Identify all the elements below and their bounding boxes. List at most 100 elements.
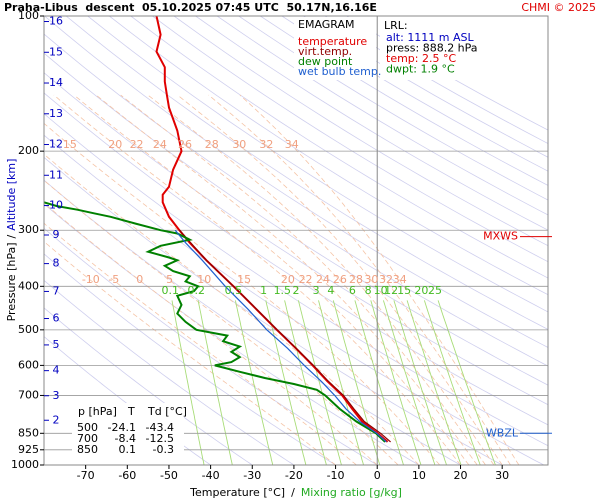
altitude-label: 8 — [53, 257, 60, 270]
legend-entry: virt.temp. — [298, 45, 352, 58]
moist-adiabat-label: 24 — [316, 273, 330, 286]
moist-adiabat-label: -5 — [108, 273, 119, 286]
mixing-ratio-label: 0.5 — [225, 284, 243, 297]
x-label: Temperature [°C] — [189, 486, 285, 499]
mixing-ratio-label: 6 — [349, 284, 356, 297]
x-tick-label: -60 — [118, 469, 136, 482]
y-tick-label: 300 — [18, 223, 39, 236]
moist-adiabat-label: 20 — [281, 273, 295, 286]
annotation-label: MXWS — [483, 230, 518, 243]
x-tick-label: 0 — [374, 469, 381, 482]
moist-adiabat-label: 28 — [205, 138, 219, 151]
annotation-label: WBZL — [486, 426, 519, 439]
dry-adiabat — [44, 72, 548, 406]
table-cell: 850 — [77, 443, 98, 456]
moist-adiabat — [44, 241, 336, 465]
dry-adiabat — [173, 16, 548, 247]
table-cell: -0.3 — [153, 443, 174, 456]
moist-adiabat-label: 15 — [63, 138, 77, 151]
x-tick-label: 20 — [454, 469, 468, 482]
station-line: press: 888.2 hPa — [386, 42, 478, 55]
x-axis-label: Temperature [°C] / Mixing ratio [g/kg] — [189, 486, 402, 499]
altitude-label: 4 — [53, 364, 60, 377]
mixing-ratio-label: 4 — [327, 284, 334, 297]
dry-adiabat — [44, 16, 548, 348]
chart-title: Praha-Libus descent 05.10.2025 07:45 UTC… — [4, 1, 377, 14]
credit: CHMI © 2025 — [521, 1, 596, 14]
y-tick-label: 400 — [18, 279, 39, 292]
dry-adiabat — [65, 16, 548, 330]
station-line: dwpt: 1.9 °C — [386, 63, 455, 76]
mixing-ratio-label: 1.5 — [274, 284, 292, 297]
mixing-ratio-line — [406, 300, 462, 465]
mixing-ratio-label: 0.1 — [162, 284, 180, 297]
altitude-label: 16 — [49, 15, 63, 28]
x2-label: Mixing ratio [g/kg] — [301, 486, 402, 499]
table-cell: 700 — [77, 432, 98, 445]
table-cell: 0.1 — [119, 443, 137, 456]
station-line: temp: 2.5 °C — [386, 52, 456, 65]
legend-entry: temperature — [298, 35, 367, 48]
x-tick-label: -30 — [243, 469, 261, 482]
dry-adiabat — [195, 16, 548, 231]
table-cell: -12.5 — [146, 432, 174, 445]
y-tick-label: 600 — [18, 358, 39, 371]
table-bg — [72, 403, 184, 458]
x-tick-label: 10 — [412, 469, 426, 482]
moist-adiabat-label: 15 — [237, 273, 251, 286]
altitude-label: 14 — [49, 76, 63, 89]
moist-adiabat-label: 32 — [259, 138, 273, 151]
legend-entry: wet bulb temp. — [298, 65, 381, 78]
y-tick-label: 500 — [18, 323, 39, 336]
moist-adiabat — [208, 94, 511, 465]
altitude-label: 11 — [49, 168, 63, 181]
station-line: alt: 1111 m ASL — [386, 31, 475, 44]
mixing-ratio-line — [332, 300, 381, 465]
station-title: LRL: — [384, 19, 408, 32]
dry-adiabat — [87, 16, 548, 313]
mixing-ratio-line — [197, 300, 233, 465]
mixing-ratio-line — [171, 300, 205, 465]
mixing-ratio-label: 12 — [384, 284, 398, 297]
moist-adiabat-label: -10 — [82, 273, 100, 286]
station-bg — [380, 17, 476, 80]
altitude-label: 5 — [53, 338, 60, 351]
y-tick-label: 700 — [18, 388, 39, 401]
moist-adiabat — [177, 94, 503, 465]
table-header: Td [°C] — [147, 405, 187, 418]
x-tick-label: -20 — [285, 469, 303, 482]
y-tick-label: 1000 — [11, 458, 39, 471]
table-cell: -8.4 — [115, 432, 136, 445]
mixing-ratio-label: 0.2 — [188, 284, 206, 297]
y2-label: Altitude [km] — [5, 159, 18, 231]
table-header: T — [127, 405, 135, 418]
mixing-ratio-label: 2 — [293, 284, 300, 297]
mixing-ratio-line — [423, 300, 481, 465]
y-axis-label: Pressure [hPa] / Altitude [km] — [5, 159, 18, 322]
moist-adiabat-label: 22 — [299, 273, 313, 286]
x-tick-label: -40 — [202, 469, 220, 482]
x-tick-label: -10 — [327, 469, 345, 482]
moist-adiabat-label: 22 — [130, 138, 144, 151]
mixing-ratio-label: 10 — [374, 284, 388, 297]
moist-adiabat-label: 30 — [364, 273, 378, 286]
legend-entry: dew point — [298, 55, 353, 68]
x-tick-label: -50 — [160, 469, 178, 482]
separator: / — [291, 486, 295, 499]
dry-adiabat — [130, 16, 548, 279]
mixing-ratio-line — [370, 300, 422, 465]
mixing-ratio-line — [297, 300, 342, 465]
mixing-ratio-line — [234, 300, 274, 465]
dry-adiabat — [109, 16, 548, 296]
mixing-ratio-label: 20 — [414, 284, 428, 297]
x-tick-label: 30 — [495, 469, 509, 482]
mixing-ratio-line — [354, 300, 404, 465]
mixing-ratio-line — [393, 300, 447, 465]
moist-adiabat — [147, 94, 495, 465]
plot-frame — [43, 15, 549, 466]
y-tick-label: 850 — [18, 426, 39, 439]
mixing-ratio-line — [265, 300, 307, 465]
moist-adiabat-label: 26 — [178, 138, 192, 151]
table-cell: -24.1 — [108, 421, 136, 434]
